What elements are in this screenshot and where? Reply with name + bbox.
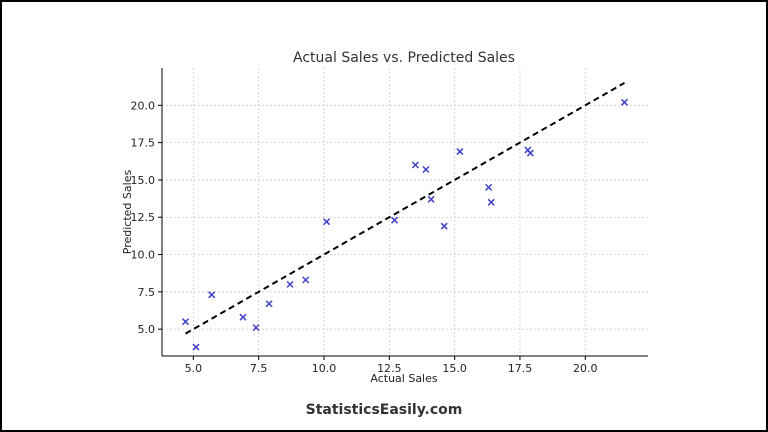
data-point-stroke: [620, 98, 629, 106]
y-axis-label: Predicted Sales: [121, 170, 134, 255]
x-tick-label: 15.0: [442, 362, 467, 375]
data-point-stroke: [485, 183, 493, 191]
data-point: [323, 218, 331, 226]
data-point: [485, 183, 493, 191]
y-ticks: 5.0 7.5 10.0 12.5 15.0 17.5 20.0: [131, 99, 162, 336]
y-tick-label: 5.0: [138, 323, 156, 336]
data-point: [181, 318, 190, 326]
y-tick-label: 20.0: [131, 99, 156, 112]
brand-footer: StatisticsEasily.com: [305, 402, 463, 418]
data-point-stroke: [391, 216, 399, 224]
data-point-stroke: [265, 300, 273, 308]
data-point: [456, 148, 464, 156]
data-point-stroke: [487, 198, 495, 206]
data-point: [526, 149, 534, 157]
data-point-stroke: [286, 280, 294, 288]
data-point-stroke: [427, 195, 435, 203]
data-point: [239, 313, 247, 321]
data-point-stroke: [411, 161, 419, 169]
data-point: [391, 216, 399, 224]
y-tick-label: 12.5: [131, 211, 156, 224]
data-point: [192, 343, 200, 351]
data-point-stroke: [192, 343, 200, 351]
data-point-stroke: [239, 313, 247, 321]
data-point-stroke: [323, 218, 331, 226]
data-point-stroke: [208, 291, 216, 299]
data-point-stroke: [302, 276, 310, 284]
x-tick-label: 7.5: [250, 362, 268, 375]
y-tick-label: 7.5: [138, 286, 156, 299]
y-tick-label: 15.0: [131, 174, 156, 187]
data-point-stroke: [440, 222, 448, 230]
grid: [162, 68, 648, 356]
data-point: [427, 195, 435, 203]
axes: [161, 68, 648, 357]
data-point-stroke: [252, 324, 260, 332]
data-point: [411, 161, 419, 169]
data-point: [487, 198, 495, 206]
data-point: [620, 98, 629, 106]
data-point-stroke: [422, 165, 430, 174]
data-point-stroke: [456, 148, 464, 156]
x-tick-label: 17.5: [508, 362, 533, 375]
data-point: [286, 280, 294, 288]
x-tick-label: 20.0: [573, 362, 598, 375]
x-tick-label: 5.0: [185, 362, 203, 375]
data-point: [302, 276, 310, 284]
reference-line: [185, 82, 625, 335]
x-tick-label: 12.5: [377, 362, 402, 375]
x-ticks: 5.0 7.5 10.0 12.5 15.0 17.5 20.0: [185, 356, 598, 375]
reference-line-group: [185, 82, 625, 335]
data-point: [440, 222, 448, 230]
chart-title: Actual Sales vs. Predicted Sales: [293, 50, 515, 66]
data-point: [252, 324, 260, 332]
data-point-stroke: [181, 318, 190, 326]
data-point: [265, 300, 273, 308]
data-point: [208, 291, 216, 299]
y-tick-label: 10.0: [131, 249, 156, 262]
x-tick-label: 10.0: [312, 362, 337, 375]
y-tick-label: 17.5: [131, 137, 156, 150]
data-point-stroke: [526, 149, 534, 157]
x-axis-label: Actual Sales: [370, 372, 438, 385]
data-point: [422, 165, 430, 174]
data-points: [181, 98, 629, 351]
